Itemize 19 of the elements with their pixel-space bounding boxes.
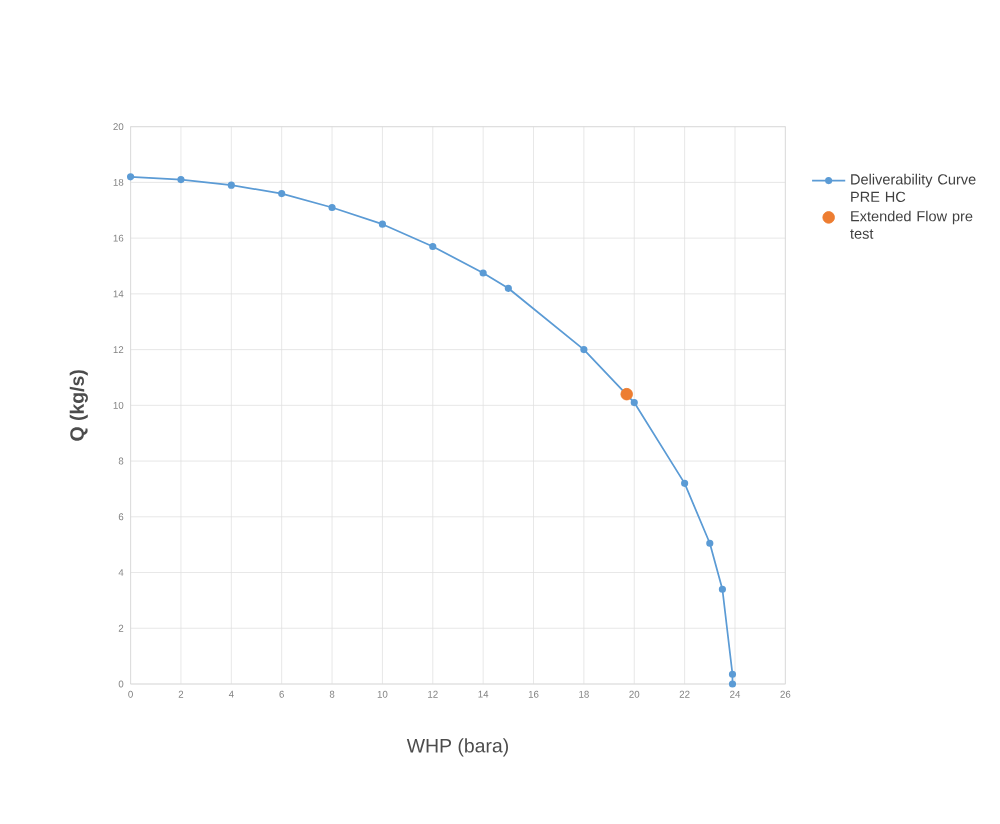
point [378,220,387,228]
point [429,242,437,250]
point [177,175,185,184]
point [728,670,737,678]
point [620,387,633,401]
y-axis-title: Q (kg/s) [69,370,88,441]
point [718,585,726,593]
x-axis-title: WHP (bara) [406,738,508,757]
point [630,398,638,406]
point [328,203,336,211]
point [728,680,737,688]
point [479,269,487,277]
point [706,539,714,547]
point [126,173,135,181]
point [227,181,235,189]
point [504,284,512,292]
point [681,479,689,487]
point [580,345,588,354]
point [278,189,286,197]
